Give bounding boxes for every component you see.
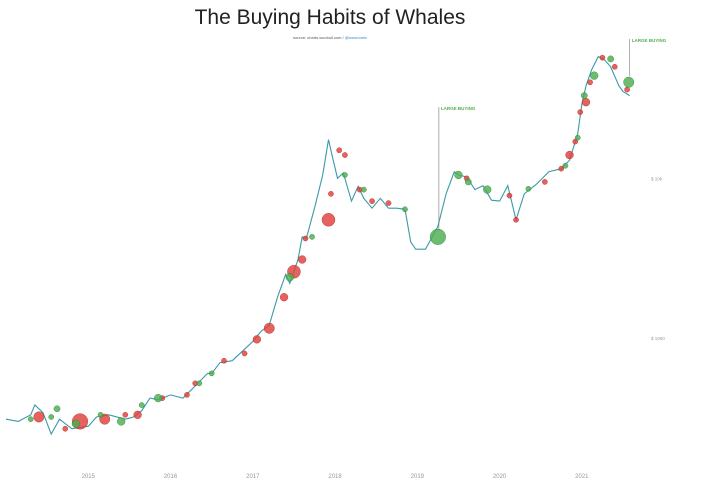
sell-marker [599,54,606,61]
buy-marker [342,172,348,178]
x-tick-label: 2015 [82,474,96,480]
sell-marker [342,152,348,158]
buy-marker [525,186,532,192]
buy-marker [483,185,492,194]
y-tick-label: $ 1000 [651,336,665,341]
x-tick-label: 2019 [411,474,425,480]
sell-marker [369,198,375,204]
sell-marker [241,350,248,357]
sell-marker [122,412,129,418]
buy-marker [154,394,163,403]
x-tick-label: 2016 [164,474,178,480]
sell-marker [184,392,190,398]
sell-marker [565,150,574,160]
sell-marker [542,179,548,185]
buy-marker [623,76,635,88]
chart-source: source: charts.woobull.com / @woonomic [0,35,660,40]
sell-marker [558,165,565,172]
buy-marker [48,414,55,420]
buy-marker [607,55,614,63]
buy-marker [361,186,367,193]
x-axis: 2015 2016 2017 2018 2019 2020 2021 [82,474,590,480]
sell-marker [33,411,45,423]
buy-marker [590,71,599,80]
buy-marker [465,178,472,186]
buy-marker [580,92,588,99]
buy-marker [27,416,34,422]
x-tick-label: 2020 [493,474,507,480]
sell-marker [298,255,307,264]
sell-marker [279,293,289,302]
buy-marker [574,134,581,141]
buy-marker [454,170,463,180]
source-text: source: charts.woobull.com [293,35,342,40]
source-separator: / [341,35,345,40]
annotations: LARGE BUYING LARGE BUYING [438,38,667,231]
sell-marker [624,86,630,93]
sell-marker [302,235,309,242]
sell-marker [252,335,262,344]
chart-title: The Buying Habits of Whales [194,6,466,29]
buy-marker [53,405,61,413]
buy-marker [402,206,408,213]
annotation-label: LARGE BUYING [441,106,476,111]
sell-marker [336,147,342,154]
buy-marker [97,412,104,418]
sell-marker [587,79,593,86]
sell-marker [321,213,336,227]
source-handle-link[interactable]: @woonomic [344,35,367,40]
price-line [5,55,630,436]
buy-marker [208,370,215,377]
buy-marker [196,380,203,387]
price-series [5,55,630,436]
sell-marker [506,192,513,199]
sell-marker [133,410,142,419]
sell-marker [513,216,519,223]
buy-marker [309,234,315,240]
sell-marker [611,63,618,70]
buy-marker [562,162,569,169]
sell-marker [572,138,579,145]
y-tick-label: $ 10k [651,176,663,181]
buy-marker [285,273,294,282]
sell-marker [62,425,69,432]
x-tick-label: 2018 [328,474,342,480]
y-axis: $ 1000 $ 10k [651,176,665,341]
whale-markers [27,54,635,432]
annotation-label: LARGE BUYING [632,38,667,43]
sell-marker [385,200,392,206]
sell-marker [581,98,591,107]
sell-marker [221,357,227,364]
buy-marker [429,228,446,245]
x-tick-label: 2017 [246,474,260,480]
buy-marker [71,419,81,428]
buy-marker [117,417,126,426]
x-tick-label: 2021 [575,474,589,480]
sell-marker [328,191,334,197]
sell-marker [263,322,275,334]
sell-marker [577,109,584,115]
buy-marker [138,402,145,408]
